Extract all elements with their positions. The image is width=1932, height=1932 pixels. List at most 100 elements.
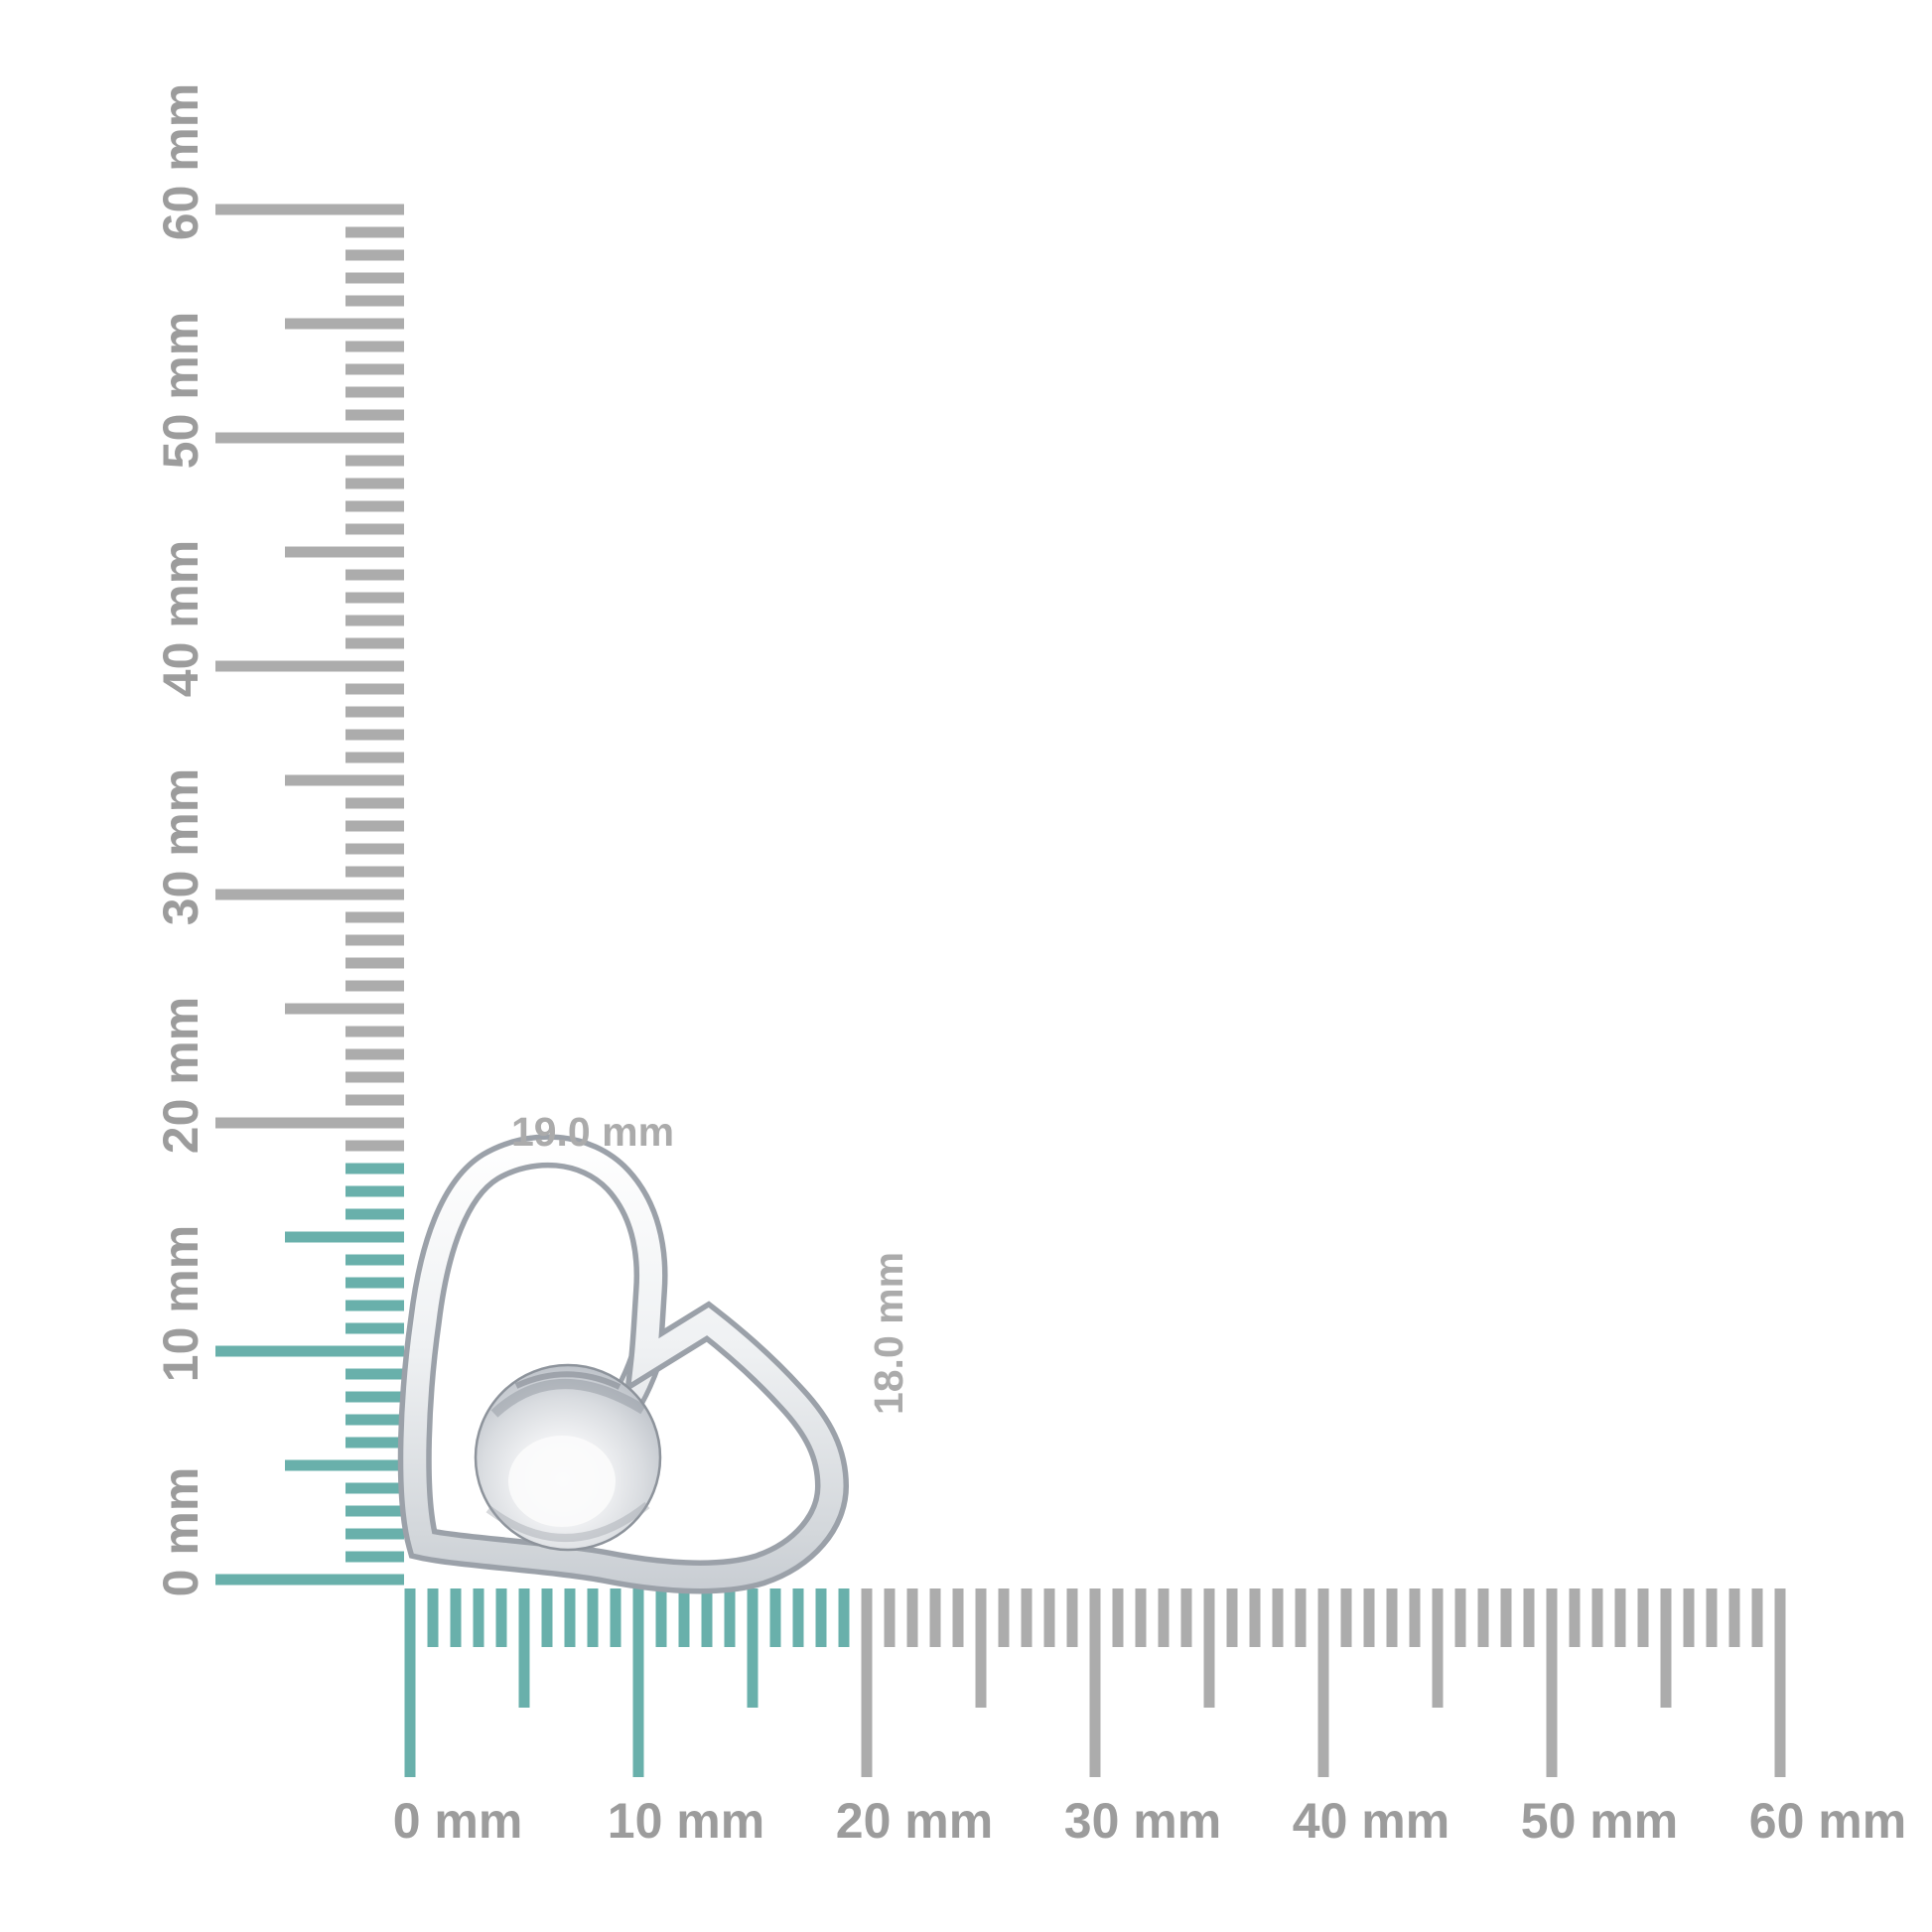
vertical-ruler-tick-47mm [345, 500, 404, 512]
vertical-ruler-tick-31mm [345, 866, 404, 878]
horizontal-ruler-tick-53mm [1614, 1588, 1626, 1647]
horizontal-ruler-tick-11mm [655, 1588, 667, 1647]
horizontal-ruler-tick-1mm [427, 1588, 439, 1647]
vertical-ruler-tick-44mm [345, 569, 404, 581]
horizontal-ruler-tick-44mm [1409, 1588, 1421, 1647]
vertical-ruler-tick-28mm [345, 934, 404, 946]
vertical-ruler-tick-12mm [345, 1300, 404, 1311]
vertical-ruler: 0 mm 10 mm 20 mm 30 mm 40 mm 50 mm 60 mm [153, 83, 404, 1597]
vertical-ruler-label-20mm: 20 mm [153, 997, 208, 1154]
vertical-ruler-tick-52mm [345, 386, 404, 398]
height-measurement-label: 18.0 mm [866, 1252, 911, 1415]
vertical-ruler-tick-49mm [345, 455, 404, 467]
vertical-ruler-tick-37mm [345, 729, 404, 741]
vertical-ruler-tick-13mm [345, 1277, 404, 1289]
vertical-ruler-tick-1mm [345, 1551, 404, 1563]
vertical-ruler-tick-38mm [345, 706, 404, 718]
horizontal-ruler-tick-9mm [610, 1588, 621, 1647]
horizontal-ruler-tick-13mm [701, 1588, 713, 1647]
horizontal-ruler-tick-16mm [769, 1588, 781, 1647]
horizontal-ruler-tick-4mm [495, 1588, 507, 1647]
horizontal-ruler-label-40mm: 40 mm [1293, 1793, 1449, 1849]
horizontal-ruler-tick-49mm [1523, 1588, 1535, 1647]
vertical-ruler-label-0mm: 0 mm [153, 1467, 208, 1597]
vertical-ruler-tick-24mm [345, 1026, 404, 1037]
vertical-ruler-tick-2mm [345, 1528, 404, 1540]
vertical-ruler-tick-41mm [345, 637, 404, 649]
vertical-ruler-label-40mm: 40 mm [153, 540, 208, 697]
vertical-ruler-tick-39mm [345, 683, 404, 695]
vertical-ruler-tick-60mm [215, 204, 404, 215]
width-measurement-label: 19.0 mm [511, 1109, 674, 1155]
horizontal-ruler-tick-43mm [1386, 1588, 1398, 1647]
vertical-ruler-tick-3mm [345, 1505, 404, 1517]
vertical-ruler-label-60mm: 60 mm [153, 83, 208, 240]
vertical-ruler-tick-23mm [345, 1048, 404, 1060]
horizontal-ruler-tick-21mm [884, 1588, 896, 1647]
horizontal-ruler-tick-35mm [1203, 1588, 1215, 1708]
horizontal-ruler-tick-22mm [906, 1588, 918, 1647]
vertical-ruler-tick-53mm [345, 363, 404, 375]
horizontal-ruler-tick-20mm [861, 1588, 873, 1777]
horizontal-ruler-tick-57mm [1706, 1588, 1718, 1647]
vertical-ruler-tick-36mm [345, 752, 404, 763]
horizontal-ruler-tick-34mm [1180, 1588, 1192, 1647]
vertical-ruler-tick-7mm [345, 1414, 404, 1426]
horizontal-ruler-tick-56mm [1683, 1588, 1695, 1647]
vertical-ruler-tick-59mm [345, 226, 404, 238]
horizontal-ruler-label-20mm: 20 mm [836, 1793, 993, 1849]
vertical-ruler-tick-35mm [285, 774, 404, 786]
horizontal-ruler-tick-47mm [1477, 1588, 1489, 1647]
horizontal-ruler-tick-58mm [1728, 1588, 1740, 1647]
vertical-ruler-tick-51mm [345, 409, 404, 421]
heart-outline-core [403, 1139, 844, 1588]
vertical-ruler-tick-15mm [285, 1231, 404, 1243]
vertical-ruler-tick-46mm [345, 523, 404, 535]
horizontal-ruler-tick-41mm [1340, 1588, 1352, 1647]
horizontal-ruler-tick-40mm [1317, 1588, 1329, 1777]
horizontal-ruler-tick-42mm [1363, 1588, 1375, 1647]
vertical-ruler-tick-45mm [285, 546, 404, 558]
vertical-ruler-tick-9mm [345, 1368, 404, 1380]
horizontal-ruler-tick-28mm [1043, 1588, 1055, 1647]
vertical-ruler-tick-19mm [345, 1140, 404, 1152]
vertical-ruler-tick-17mm [345, 1185, 404, 1197]
horizontal-ruler-label-10mm: 10 mm [608, 1793, 764, 1849]
horizontal-ruler-tick-12mm [678, 1588, 690, 1647]
horizontal-ruler-tick-29mm [1066, 1588, 1078, 1647]
vertical-ruler-tick-25mm [285, 1003, 404, 1015]
horizontal-ruler-tick-25mm [975, 1588, 987, 1708]
vertical-ruler-tick-14mm [345, 1254, 404, 1266]
horizontal-ruler-tick-26mm [998, 1588, 1010, 1647]
horizontal-ruler-tick-36mm [1226, 1588, 1238, 1647]
heart-pendant-image [397, 1134, 850, 1594]
vertical-ruler-tick-58mm [345, 249, 404, 261]
vertical-ruler-tick-29mm [345, 911, 404, 923]
vertical-ruler-tick-18mm [345, 1163, 404, 1174]
vertical-ruler-tick-6mm [345, 1437, 404, 1449]
horizontal-ruler-tick-32mm [1135, 1588, 1147, 1647]
vertical-ruler-tick-30mm [215, 889, 404, 900]
vertical-ruler-tick-26mm [345, 980, 404, 992]
horizontal-ruler-tick-23mm [929, 1588, 941, 1647]
horizontal-ruler-tick-60mm [1774, 1588, 1786, 1777]
vertical-ruler-label-50mm: 50 mm [153, 312, 208, 469]
horizontal-ruler-tick-37mm [1249, 1588, 1261, 1647]
horizontal-ruler-tick-46mm [1454, 1588, 1466, 1647]
horizontal-ruler-tick-18mm [815, 1588, 827, 1647]
horizontal-ruler-tick-17mm [792, 1588, 804, 1647]
ball-accent [474, 1363, 662, 1552]
vertical-ruler-tick-16mm [345, 1208, 404, 1220]
vertical-ruler-tick-57mm [345, 272, 404, 284]
vertical-ruler-tick-4mm [345, 1482, 404, 1494]
horizontal-ruler-tick-38mm [1272, 1588, 1284, 1647]
horizontal-ruler-tick-14mm [724, 1588, 736, 1647]
horizontal-ruler-tick-0mm [404, 1588, 416, 1777]
horizontal-ruler-label-0mm: 0 mm [393, 1793, 523, 1849]
vertical-ruler-tick-11mm [345, 1322, 404, 1334]
horizontal-ruler-label-50mm: 50 mm [1521, 1793, 1678, 1849]
horizontal-ruler-tick-27mm [1021, 1588, 1033, 1647]
vertical-ruler-tick-34mm [345, 797, 404, 809]
horizontal-ruler-tick-59mm [1751, 1588, 1763, 1647]
horizontal-ruler-tick-54mm [1637, 1588, 1649, 1647]
